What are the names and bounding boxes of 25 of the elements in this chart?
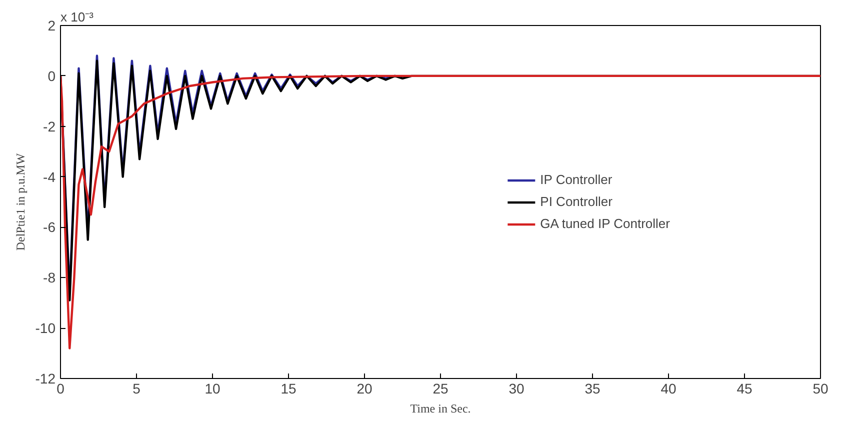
x-tick-label: 5 [132, 380, 141, 396]
x-tick-label: 15 [280, 380, 296, 396]
y-axis-title: DelPtie1 in p.u.MW [13, 152, 28, 251]
y-tick-label: -12 [35, 370, 56, 386]
line-series [60, 74, 820, 350]
x-tick-label: 35 [584, 380, 600, 396]
y-tick-label: -10 [35, 320, 56, 336]
x-tick-label: 50 [812, 380, 828, 396]
y-tick-label: -4 [43, 168, 56, 185]
y-tick-label: -8 [43, 270, 56, 286]
x-tick-label: 25 [432, 380, 448, 396]
y-tick-label: -6 [43, 219, 56, 236]
y-tick-label: 2 [48, 18, 56, 34]
x-tick-label: 10 [204, 380, 220, 396]
x-tick-label: 40 [660, 380, 676, 396]
y-tick-label: 0 [48, 68, 56, 84]
x-tick-label: 45 [736, 380, 752, 396]
x-tick-label: 20 [356, 380, 372, 396]
legend-label: GA tuned IP Controller [540, 216, 670, 231]
legend-label: IP Controller [540, 172, 612, 187]
y-tick-label: -2 [43, 118, 56, 134]
x-tick-label: 30 [508, 380, 524, 396]
text: x 10⁻³ [60, 10, 94, 24]
legend-label: PI Controller [540, 194, 612, 209]
x-axis-title: Time in Sec. [410, 402, 471, 416]
